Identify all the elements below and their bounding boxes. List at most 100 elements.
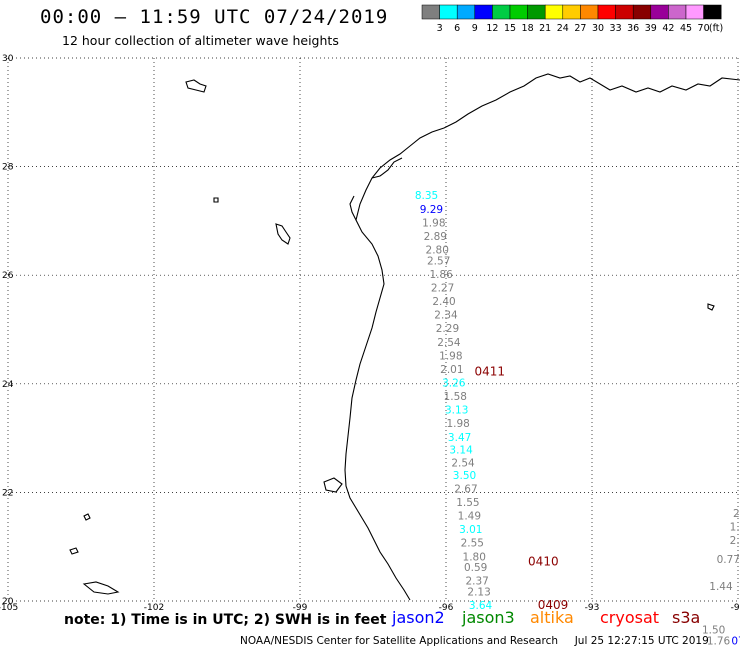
- wave-height-value: 3.26: [442, 378, 466, 390]
- coastline-island-1: [185, 79, 207, 93]
- lat-tick-label: 20: [2, 597, 14, 607]
- legend-tick-label: 6: [454, 23, 460, 34]
- satellite-legend-s3a: s3a: [672, 608, 701, 627]
- wave-height-values: 8.359.291.982.892.802.571.862.272.402.34…: [415, 190, 740, 647]
- wave-height-value: 2.54: [437, 337, 461, 349]
- wave-height-value: 1.86: [429, 269, 453, 281]
- coastline-island-4: [213, 197, 219, 203]
- map-subtitle: 12 hour collection of altimeter wave hei…: [62, 33, 339, 48]
- wave-height-value: 1.49: [458, 511, 481, 523]
- legend-tick-label: 30: [592, 23, 604, 34]
- axis-tick-labels: -105 -102 -99 -96 -93 -90 20 22 24 26 28 30: [0, 54, 740, 613]
- wave-height-value: 07: [731, 635, 740, 647]
- pass-label: 0411: [475, 365, 506, 379]
- color-legend: 3 6 9 12 15 18 21 24 27 30 33 36 39 42 45 70 (ft): [421, 4, 723, 34]
- legend-tick-label: 3: [437, 23, 443, 34]
- wave-height-value: 1.98: [422, 217, 445, 229]
- legend-tick-label: 18: [522, 23, 534, 34]
- wave-height-value: 8.35: [415, 190, 438, 202]
- lon-tick-label: -102: [144, 603, 164, 613]
- wave-height-value: 3.01: [459, 524, 482, 536]
- wave-height-value: 1.55: [456, 497, 479, 509]
- legend-swatch: [703, 4, 722, 20]
- wave-height-value: 2.55: [461, 538, 484, 550]
- wave-height-value: 2.27: [431, 282, 454, 294]
- lon-tick-label: -90: [731, 603, 740, 613]
- wave-height-value: 2.29: [436, 323, 459, 335]
- wave-height-value: 1.80: [463, 551, 486, 563]
- legend-tick-label: 24: [557, 23, 569, 34]
- wave-height-value: 2.37: [465, 576, 488, 588]
- wave-height-value: 1.50: [702, 625, 725, 637]
- coastline-island-2: [275, 223, 291, 245]
- wave-height-value: 2.: [733, 508, 740, 520]
- wave-height-value: 3.13: [445, 405, 468, 417]
- coastline-island-8: [707, 303, 715, 311]
- legend-tick-label: 39: [645, 23, 657, 34]
- lat-tick-label: 24: [2, 380, 14, 390]
- wave-height-value: 2.54: [451, 457, 475, 469]
- wave-height-value: 1.98: [439, 350, 462, 362]
- coastline-island-3: [82, 581, 120, 595]
- wave-height-value: 1.98: [446, 418, 469, 430]
- coastline-bay-2: [349, 195, 357, 221]
- legend-tick-label: 42: [662, 23, 674, 34]
- legend-tick-label: 12: [486, 23, 498, 34]
- pass-label: 0409: [538, 598, 569, 612]
- coastline-island-5: [323, 477, 343, 493]
- satellite-legend-jason2: jason2: [392, 608, 445, 627]
- legend-tick-label: 36: [627, 23, 639, 34]
- legend-tick-label: 70: [698, 23, 710, 34]
- wave-height-value: 0.59: [464, 562, 487, 574]
- wave-height-value: 0.77: [717, 554, 740, 566]
- legend-tick-label: 45: [680, 23, 692, 34]
- legend-tick-label: 27: [574, 23, 586, 34]
- footer-credit: NOAA/NESDIS Center for Satellite Applica…: [240, 635, 709, 647]
- wave-height-value: 3.50: [453, 470, 476, 482]
- lat-lon-grid: [7, 57, 739, 602]
- coastline: [69, 73, 740, 601]
- coastline-bay-1: [371, 157, 403, 179]
- lon-tick-label: -93: [585, 603, 600, 613]
- lon-tick-label: -96: [439, 603, 454, 613]
- wave-height-value: 3.47: [448, 432, 471, 444]
- wave-height-value: 2.40: [432, 296, 455, 308]
- coastline-island-7: [83, 513, 91, 521]
- credit-text: NOAA/NESDIS Center for Satellite Applica…: [240, 635, 558, 647]
- legend-tick-label: 21: [539, 23, 551, 34]
- wave-height-value: 9.29: [420, 204, 443, 216]
- wave-height-value: 1.58: [444, 391, 467, 403]
- wave-height-value: 2.80: [426, 244, 449, 256]
- wave-height-value: 2.13: [467, 587, 490, 599]
- timestamp-text: Jul 25 12:27:15 UTC 2019: [574, 635, 709, 647]
- legend-tick-label: 15: [504, 23, 516, 34]
- wave-height-value: 1.44: [709, 581, 733, 593]
- satellite-legend-altika: altika: [530, 608, 574, 627]
- lat-tick-label: 30: [2, 54, 14, 64]
- wave-height-value: 3.64: [469, 600, 493, 612]
- lat-tick-label: 22: [2, 488, 13, 498]
- footer-note: note: 1) Time is in UTC; 2) SWH is in fe…: [64, 612, 387, 628]
- legend-tick-label: 33: [610, 23, 622, 34]
- lat-tick-label: 26: [2, 271, 14, 281]
- wave-height-value: 1.0: [730, 521, 740, 533]
- wave-height-value: 2.01: [440, 364, 463, 376]
- lat-tick-label: 28: [2, 163, 14, 173]
- wave-height-value: 2.89: [424, 231, 447, 243]
- wave-height-value: 3.14: [449, 444, 473, 456]
- wave-height-value: 2.34: [434, 310, 458, 322]
- wave-height-value: 2.67: [454, 483, 477, 495]
- lon-tick-label: -105: [0, 603, 18, 613]
- legend-unit: (ft): [709, 23, 723, 34]
- pass-label: 0410: [528, 555, 559, 569]
- coastline-main: [344, 73, 740, 601]
- map-title: 00:00 – 11:59 UTC 07/24/2019: [40, 6, 389, 28]
- satellite-legend-cryosat: cryosat: [600, 608, 660, 627]
- wave-height-value: 1.76: [707, 635, 731, 647]
- wave-height-value: 2.57: [427, 255, 450, 267]
- satellite-legend-jason3: jason3: [462, 608, 515, 627]
- satellite-pass-labels: 0411 0410 0409: [475, 365, 569, 612]
- legend-tick-label: 9: [472, 23, 478, 34]
- coastline-island-6: [69, 547, 79, 555]
